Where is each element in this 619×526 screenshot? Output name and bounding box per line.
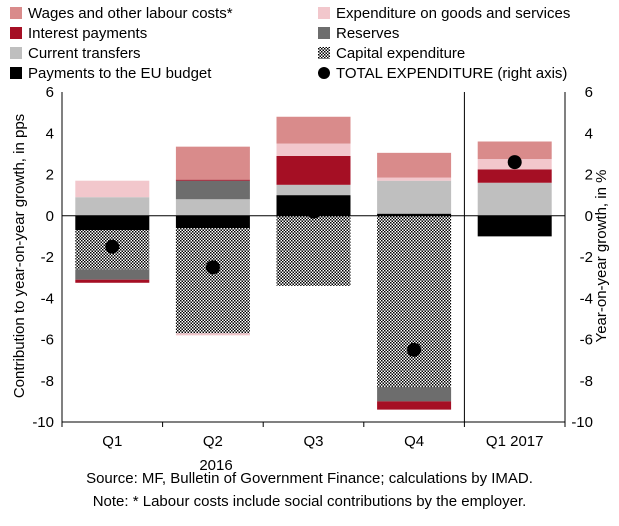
- bar-current-transfers-q1: [75, 197, 150, 216]
- legend-swatch-capital-expenditure: [318, 47, 330, 59]
- y2-tick-label: 2: [585, 167, 593, 184]
- legend-swatch-payments-to-the-eu-budget: [10, 67, 22, 79]
- y-tick-label: 2: [46, 167, 54, 184]
- bar-current-transfers-q2: [175, 199, 250, 216]
- legend-label-reserves: Reserves: [336, 25, 399, 42]
- total-marker-q1-2017: [507, 155, 522, 170]
- legend-label-capital-expenditure: Capital expenditure: [336, 45, 465, 62]
- bar-capital-expenditure-q4: [377, 215, 452, 387]
- legend-label-wages-and-other-labour-costs: Wages and other labour costs*: [28, 5, 233, 22]
- y-axis-title: Contribution to year-on-year growth, in …: [11, 114, 28, 398]
- footnote: Note: * Labour costs include social cont…: [92, 493, 527, 510]
- legend-swatch-wages-and-other-labour-costs: [10, 7, 22, 19]
- y-tick-label: -4: [41, 290, 54, 307]
- bar-expenditure-on-goods-and-services-q2: [175, 333, 250, 336]
- y-tick-label: -10: [32, 414, 54, 431]
- bar-current-transfers-q4: [377, 180, 452, 214]
- y2-tick-label: 4: [585, 125, 593, 142]
- bar-expenditure-on-goods-and-services-q3: [276, 143, 351, 156]
- y-tick-label: 4: [46, 125, 54, 142]
- x-tick-label: Q1 2017: [486, 433, 544, 450]
- y-tick-label: 0: [46, 208, 54, 225]
- source-note: Source: MF, Bulletin of Government Finan…: [86, 470, 533, 487]
- bar-interest-payments-q3: [276, 155, 351, 185]
- tick-labels: -10 -10 -8 -8 -6 -6 -4 -4 -2 -2 0 0 2 2 4 4 6 6 Q1 Q2 Q3 Q4 Q1…: [32, 84, 593, 450]
- x-tick-label: Q3: [303, 433, 323, 450]
- total-markers: [105, 155, 522, 357]
- axes: [61, 92, 566, 427]
- bar-wages-and-other-labour-costs-q2: [175, 146, 250, 180]
- legend-label-current-transfers: Current transfers: [28, 45, 141, 62]
- bar-reserves-q4: [377, 386, 452, 402]
- legend-label-expenditure-on-goods-and-services: Expenditure on goods and services: [336, 5, 570, 22]
- y-tick-label: 6: [46, 84, 54, 101]
- bar-interest-payments-q1: [75, 279, 150, 283]
- y2-tick-label: 6: [585, 84, 593, 101]
- legend-swatch-interest-payments: [10, 27, 22, 39]
- y-tick-label: -8: [41, 373, 54, 390]
- bar-interest-payments-q4: [377, 401, 452, 410]
- x-tick-label: Q2: [203, 433, 223, 450]
- bar-expenditure-on-goods-and-services-q4: [377, 177, 452, 181]
- year-label: 2016: [199, 457, 232, 474]
- bar-reserves-q2: [175, 180, 250, 200]
- total-marker-q4: [407, 342, 422, 357]
- bar-capital-expenditure-q3: [276, 215, 351, 286]
- x-tick-label: Q4: [404, 433, 424, 450]
- bars: [75, 116, 552, 410]
- bar-capital-expenditure-q2: [175, 228, 250, 334]
- bar-payments-to-the-eu-budget-q1-2017: [477, 215, 552, 237]
- legend-label-payments-to-the-eu-budget: Payments to the EU budget: [28, 65, 212, 82]
- total-marker-q3: [306, 204, 321, 219]
- bar-expenditure-on-goods-and-services-q1: [75, 180, 150, 198]
- bar-wages-and-other-labour-costs-q1-2017: [477, 141, 552, 160]
- y-tick-label: -6: [41, 332, 54, 349]
- y2-tick-label: -10: [571, 414, 593, 431]
- legend-label-total-expenditure-right-axis: TOTAL EXPENDITURE (right axis): [336, 65, 567, 82]
- legend-swatch-reserves: [318, 27, 330, 39]
- legend-swatch-expenditure-on-goods-and-services: [318, 7, 330, 19]
- total-marker-q1: [105, 239, 120, 254]
- x-tick-label: Q1: [102, 433, 122, 450]
- y2-tick-label: 0: [585, 208, 593, 225]
- legend: Wages and other labour costs* Expenditure…: [10, 5, 570, 82]
- total-marker-q2: [205, 260, 220, 275]
- bar-current-transfers-q3: [276, 184, 351, 196]
- legend-label-interest-payments: Interest payments: [28, 25, 147, 42]
- bar-wages-and-other-labour-costs-q4: [377, 152, 452, 178]
- y2-tick-label: -6: [580, 332, 593, 349]
- bar-payments-to-the-eu-budget-q4: [377, 213, 452, 216]
- legend-swatch-current-transfers: [10, 47, 22, 59]
- y2-tick-label: -4: [580, 290, 593, 307]
- y2-tick-label: -8: [580, 373, 593, 390]
- bar-interest-payments-q1-2017: [477, 169, 552, 183]
- bar-current-transfers-q1-2017: [477, 182, 552, 216]
- bar-interest-payments-q2: [175, 179, 250, 181]
- y2-tick-label: -2: [580, 249, 593, 266]
- bar-reserves-q1: [75, 269, 150, 280]
- bar-payments-to-the-eu-budget-q1: [75, 215, 150, 231]
- bar-wages-and-other-labour-costs-q3: [276, 116, 351, 144]
- legend-swatch-total: [318, 67, 330, 79]
- y-tick-label: -2: [41, 249, 54, 266]
- y2-axis-title: Year-on-year growth, in %: [593, 170, 610, 343]
- bar-payments-to-the-eu-budget-q2: [175, 215, 250, 229]
